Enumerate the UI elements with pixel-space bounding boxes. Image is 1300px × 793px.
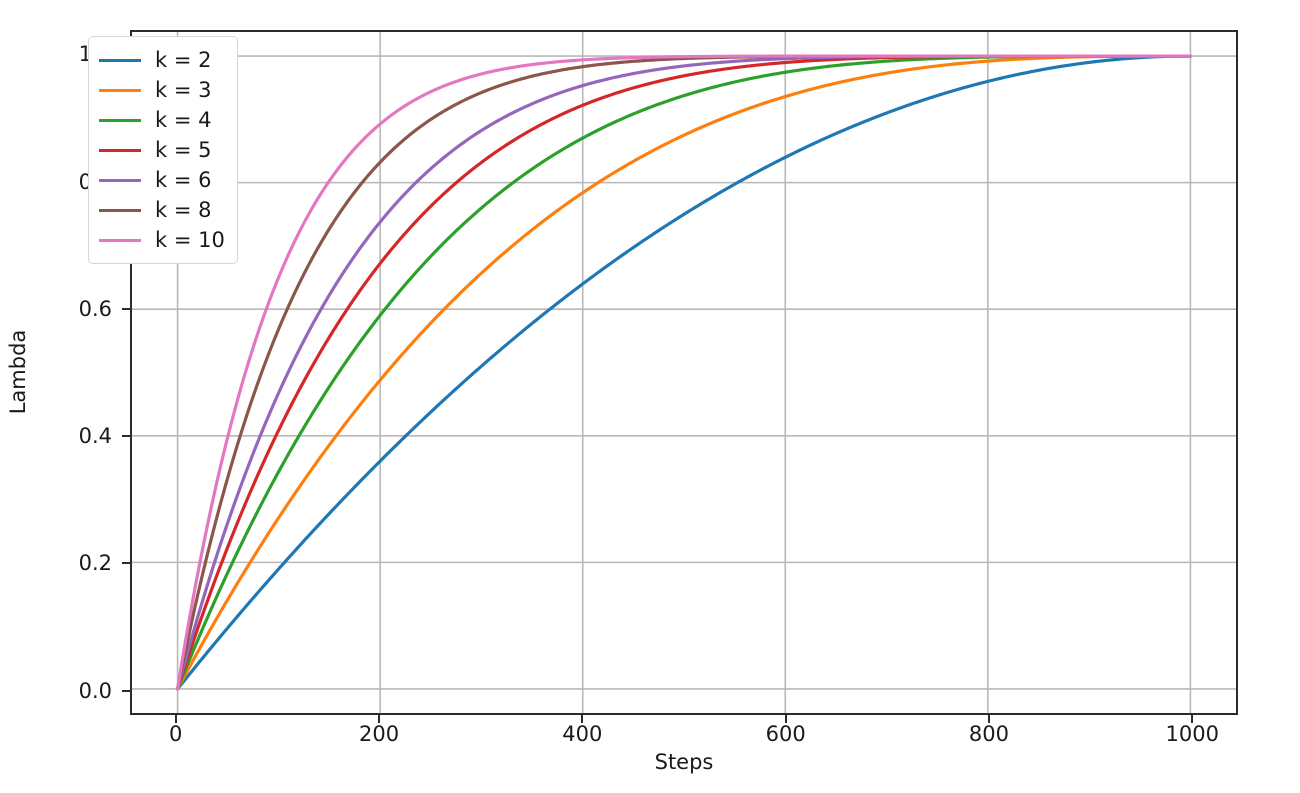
x-tick-mark (174, 715, 177, 723)
legend-label: k = 8 (155, 198, 212, 222)
legend-item[interactable]: k = 4 (99, 105, 225, 135)
legend-color-swatch (99, 88, 141, 92)
legend-label: k = 3 (155, 78, 212, 102)
curve-k10 (175, 54, 1193, 691)
curve-k2 (175, 54, 1193, 691)
legend-item[interactable]: k = 8 (99, 195, 225, 225)
curve-k6 (175, 54, 1193, 691)
x-tick-mark (1191, 715, 1194, 723)
curve-k4 (175, 54, 1193, 691)
x-tick-mark (378, 715, 381, 723)
legend-color-swatch (99, 58, 141, 62)
legend-label: k = 4 (155, 108, 212, 132)
legend-color-swatch (99, 148, 141, 152)
legend-color-swatch (99, 238, 141, 242)
legend-label: k = 6 (155, 168, 212, 192)
legend-item[interactable]: k = 3 (99, 75, 225, 105)
legend-color-swatch (99, 208, 141, 212)
y-tick-label: 0.2 (78, 551, 112, 576)
x-tick-label: 800 (968, 722, 1009, 746)
plot-lines-svg (132, 32, 1236, 713)
curve-k8 (175, 54, 1193, 691)
legend-item[interactable]: k = 6 (99, 165, 225, 195)
legend-label: k = 5 (155, 138, 212, 162)
y-tick-mark (122, 307, 130, 310)
data-curves (175, 54, 1193, 691)
x-tick-mark (784, 715, 787, 723)
curve-k5 (175, 54, 1193, 691)
x-tick-label: 200 (358, 722, 400, 746)
legend-item[interactable]: k = 2 (99, 45, 225, 75)
y-tick-label: 0.0 (78, 678, 112, 703)
x-tick-mark (581, 715, 584, 723)
legend-color-swatch (99, 178, 141, 182)
y-axis-label: Lambda (6, 329, 30, 415)
x-axis-label: Steps (654, 750, 714, 774)
plot-axes (130, 30, 1238, 715)
y-tick-label: 0.4 (78, 424, 112, 449)
legend-item[interactable]: k = 10 (99, 225, 225, 255)
x-tick-label: 0 (169, 722, 183, 746)
legend-label: k = 10 (155, 228, 225, 252)
legend-label: k = 2 (155, 48, 212, 72)
x-tick-mark (987, 715, 990, 723)
chart-legend[interactable]: k = 2 k = 3 k = 4 k = 5 k = 6 k = 8 k = 10 (88, 36, 238, 264)
y-tick-mark (122, 562, 130, 565)
x-tick-label: 400 (562, 722, 603, 746)
y-tick-mark (122, 689, 130, 692)
x-tick-label: 600 (765, 722, 806, 746)
x-tick-label: 1000 (1165, 722, 1219, 746)
legend-color-swatch (99, 118, 141, 122)
legend-item[interactable]: k = 5 (99, 135, 225, 165)
y-tick-mark (122, 435, 130, 438)
y-tick-label: 0.6 (78, 296, 112, 321)
curve-k3 (175, 54, 1193, 691)
